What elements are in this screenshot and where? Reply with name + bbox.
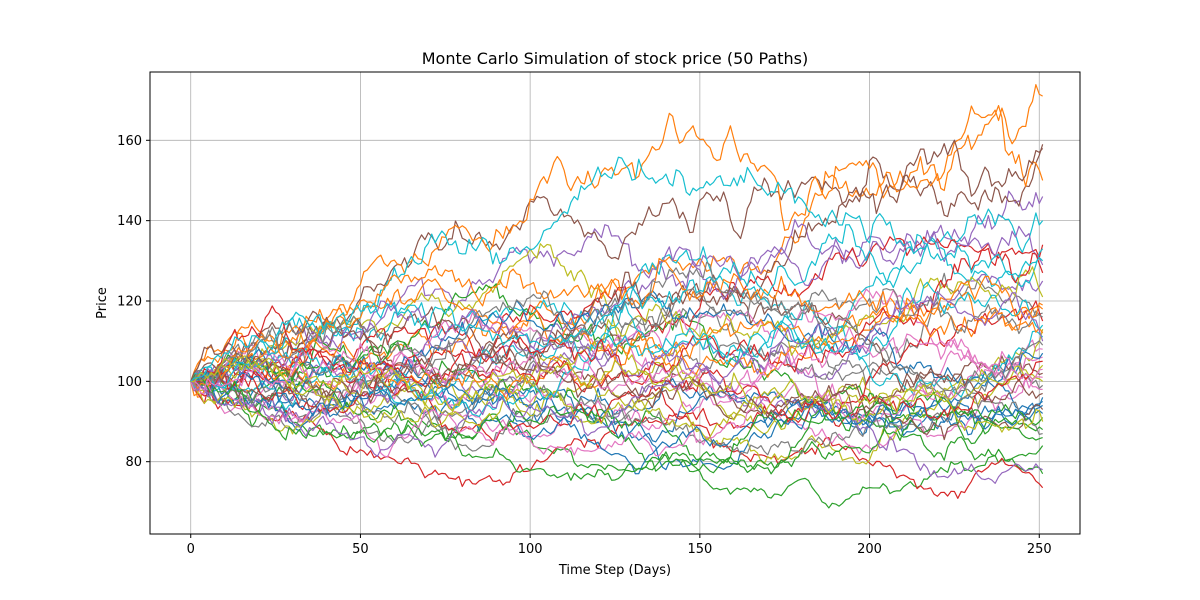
y-tick-label: 80 — [125, 455, 142, 470]
simulation-path-line — [190, 156, 1044, 382]
x-tick-label: 150 — [687, 542, 712, 557]
simulation-path-line — [190, 342, 1044, 473]
simulation-path-line — [190, 271, 1043, 393]
y-tick-label: 160 — [117, 134, 142, 149]
simulation-path-line — [190, 348, 1044, 441]
x-axis-label: Time Step (Days) — [558, 563, 671, 578]
simulation-path-line — [190, 224, 1044, 382]
simulation-path-line — [190, 369, 1043, 475]
x-tick-label: 100 — [518, 542, 543, 557]
x-tick-label: 0 — [187, 542, 195, 557]
simulation-path-line — [190, 381, 1044, 499]
simulation-path-line — [190, 371, 1043, 455]
x-tick-label: 50 — [352, 542, 369, 557]
simulation-path-line — [190, 300, 1044, 442]
simulation-path-line — [190, 300, 1043, 484]
simulation-path-line — [190, 225, 1044, 420]
y-axis: 80 100 120 140 160 — [117, 134, 150, 470]
y-tick-label: 140 — [117, 214, 142, 229]
chart-title: Monte Carlo Simulation of stock price (5… — [422, 49, 809, 68]
x-tick-label: 200 — [857, 542, 882, 557]
simulation-path-line — [190, 139, 1044, 382]
plot-frame — [149, 71, 1081, 535]
simulation-path-line — [190, 375, 1044, 443]
simulation-path-line — [190, 326, 1043, 402]
x-axis: 0 50 100 150 200 250 — [187, 534, 1052, 557]
simulation-path-line — [190, 243, 1044, 435]
simulation-path-line — [190, 257, 1043, 390]
y-tick-label: 100 — [117, 375, 142, 390]
simulation-path-line — [190, 363, 1043, 458]
y-axis-label: Price — [95, 287, 110, 319]
simulation-path-line — [190, 84, 1043, 398]
simulation-path-line — [190, 290, 1044, 458]
y-tick-label: 120 — [117, 294, 142, 309]
simulation-path-line — [190, 281, 1044, 418]
simulation-path-line — [190, 328, 1044, 465]
simulation-path-line — [190, 305, 1043, 421]
simulation-path-line — [190, 190, 1044, 386]
series-group — [190, 84, 1044, 509]
x-tick-label: 250 — [1027, 542, 1052, 557]
simulation-path-line — [190, 311, 1043, 423]
simulation-path-line — [190, 371, 1044, 509]
simulation-path-line — [190, 355, 1044, 433]
simulation-path-line — [190, 261, 1044, 395]
simulation-path-line — [190, 288, 1043, 408]
simulation-path-line — [190, 369, 1043, 456]
simulation-path-line — [190, 354, 1044, 475]
simulation-path-line — [190, 236, 1044, 388]
